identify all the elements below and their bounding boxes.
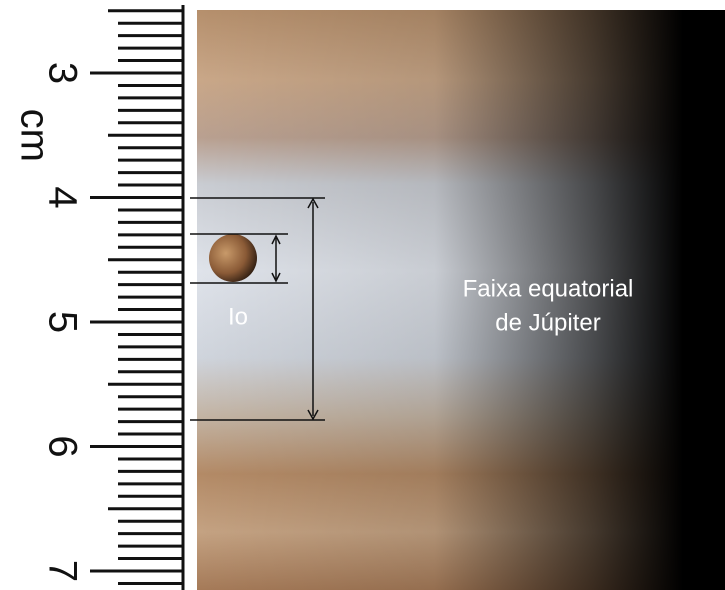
ruler-number: 6	[40, 435, 84, 457]
ruler: 3 4 5 6 7 cm	[12, 5, 185, 590]
ruler-unit: cm	[12, 109, 56, 162]
io-moon	[209, 234, 257, 282]
band-label: de Júpiter	[495, 309, 600, 336]
ruler-number: 7	[40, 560, 84, 582]
measure-lines	[190, 197, 325, 421]
band-label: Faixa equatorial	[463, 275, 634, 302]
ruler-number: 3	[40, 62, 84, 84]
ruler-number: 5	[40, 311, 84, 333]
jupiter-photo	[197, 10, 725, 590]
ruler-number: 4	[40, 186, 84, 208]
io-label: Io	[228, 303, 248, 330]
